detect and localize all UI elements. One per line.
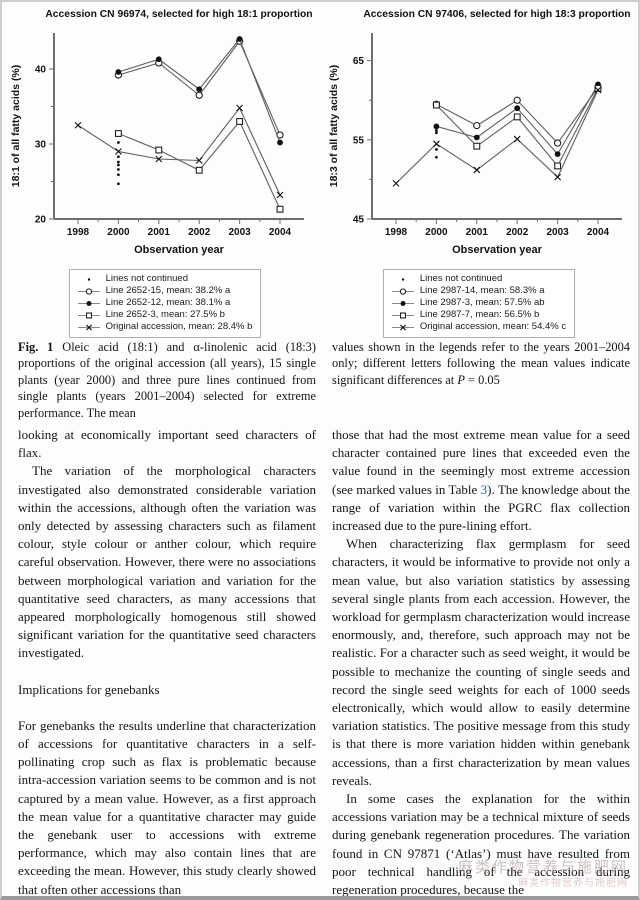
x-tick-label: 2001 — [148, 227, 171, 238]
figure-caption-left-column: Fig. 1 Oleic acid (18:1) and α-linolenic… — [18, 340, 316, 420]
y-axis-label: 18:1 of all fatty acids (%) — [10, 65, 22, 188]
legend-label: Line 2652-12, mean: 38.1% a — [105, 297, 231, 308]
chart-title: Accession CN 97406, selected for high 18… — [363, 9, 630, 20]
legend-label: Line 2987-3, mean: 57.5% ab — [419, 297, 545, 308]
legend-box-18-1: Lines not continued Line 2652-15, mean: 3… — [68, 269, 262, 338]
article-body: looking at economically important seed c… — [18, 426, 631, 898]
series-line-2652-3 — [114, 118, 284, 213]
x-axis-label: Observation year — [452, 244, 543, 256]
legend-label: Lines not continued — [419, 273, 503, 284]
series-line-2652-12 — [115, 36, 283, 146]
y-tick-label: 20 — [35, 215, 47, 226]
series-original-accession — [74, 104, 284, 199]
y-tick-label: 65 — [353, 56, 365, 67]
legend-item: Original accession, mean: 28.4% b — [76, 321, 253, 333]
legend-box-18-3: Lines not continued Line 2987-14, mean: 5… — [382, 269, 576, 338]
line-chart-18-1: Accession CN 96974, selected for high 18… — [10, 9, 312, 256]
legend-item: Line 2652-15, mean: 38.2% a — [76, 285, 253, 297]
scatter-lines-not-continued — [117, 141, 120, 186]
x-tick-label: 2000 — [425, 227, 448, 238]
body-paragraph: looking at economically important seed c… — [18, 427, 316, 461]
legend-item: Line 2652-12, mean: 38.1% a — [76, 297, 253, 309]
x-tick-label: 2001 — [466, 227, 489, 238]
legend-label: Line 2652-15, mean: 38.2% a — [105, 285, 231, 296]
x-tick-label: 2003 — [228, 227, 251, 238]
legend-item: Line 2987-7, mean: 56.5% b — [390, 309, 566, 321]
section-heading: Implications for genebanks — [18, 681, 160, 697]
figure-1-charts: Accession CN 96974, selected for high 18… — [8, 5, 636, 263]
circle-filled-marker-icon — [391, 300, 414, 306]
y-tick-label: 40 — [35, 65, 47, 76]
x-tick-label: 2002 — [506, 227, 529, 238]
body-paragraph: The variation of the morphological chara… — [18, 463, 316, 661]
axes: 20 30 40 1998 2000 2001 2002 2003 2004 — [35, 33, 304, 238]
text-column-right: those that had the most extreme mean val… — [332, 426, 631, 898]
x-tick-label: 2002 — [188, 227, 211, 238]
legend-item: Line 2987-14, mean: 58.3% a — [390, 285, 566, 297]
figure-caption: Fig. 1 Oleic acid (18:1) and α-linolenic… — [18, 339, 630, 421]
legend-item: Line 2987-3, mean: 57.5% ab — [390, 297, 566, 309]
circle-open-marker-icon — [77, 287, 100, 295]
y-tick-label: 55 — [353, 135, 365, 146]
x-tick-label: 2004 — [587, 227, 610, 238]
circle-open-marker-icon — [391, 287, 414, 295]
x-tick-label: 2000 — [107, 227, 130, 238]
chart-18-3-linolenic: Accession CN 97406, selected for high 18… — [326, 5, 636, 263]
chart-title: Accession CN 96974, selected for high 18… — [45, 9, 312, 20]
legend-label: Original accession, mean: 54.4% c — [419, 321, 567, 332]
square-open-marker-icon — [77, 311, 100, 319]
legend-label: Lines not continued — [105, 273, 188, 284]
body-paragraph: When characterizing flax germplasm for s… — [332, 536, 630, 788]
legend-item: Original accession, mean: 54.4% c — [390, 321, 566, 333]
figure-caption-right-column: values shown in the legends refer to the… — [332, 340, 630, 387]
body-paragraph: those that had the most extreme mean val… — [332, 427, 631, 534]
legend-label: Line 2987-7, mean: 56.5% b — [419, 309, 540, 320]
chart-18-1-oleic: Accession CN 96974, selected for high 18… — [8, 5, 318, 263]
body-paragraph: In some cases the explanation for the wi… — [332, 791, 630, 898]
x-tick-label: 1998 — [385, 227, 408, 238]
x-tick-label: 2004 — [269, 227, 292, 238]
x-tick-label: 2003 — [546, 227, 569, 238]
square-open-marker-icon — [391, 311, 414, 319]
line-chart-18-3: Accession CN 97406, selected for high 18… — [328, 9, 630, 256]
dot-marker-icon — [87, 277, 90, 281]
y-axis-label: 18:3 of all fatty acids (%) — [328, 65, 340, 188]
legend-label: Line 2987-14, mean: 58.3% a — [419, 285, 545, 296]
legend-item: Line 2652-3, mean: 27.5% b — [76, 309, 253, 321]
dot-marker-icon — [401, 277, 405, 281]
table-3-link[interactable]: 3 — [480, 481, 488, 497]
legend-item: Lines not continued — [390, 273, 566, 285]
legend-label: Original accession, mean: 28.4% b — [105, 321, 253, 332]
series-line-2987-7 — [432, 84, 602, 170]
legend-label: Line 2652-3, mean: 27.5% b — [105, 309, 225, 320]
chart-legends: Lines not continued Line 2652-15, mean: 3… — [8, 269, 636, 338]
axes: 45 55 65 1998 2000 2001 2002 2003 2004 — [353, 33, 622, 238]
x-marker-icon — [77, 324, 100, 330]
series-original-accession — [392, 86, 602, 187]
circle-filled-marker-icon — [77, 300, 100, 306]
x-tick-label: 1998 — [67, 227, 90, 238]
x-axis-label: Observation year — [134, 244, 225, 256]
x-marker-icon — [391, 324, 414, 330]
text-column-left: looking at economically important seed c… — [18, 426, 316, 897]
y-tick-label: 30 — [35, 140, 47, 151]
scatter-lines-not-continued — [435, 128, 438, 159]
legend-item: Lines not continued — [76, 273, 253, 285]
y-tick-label: 45 — [353, 215, 365, 226]
body-paragraph: For genebanks the results underline that… — [18, 717, 316, 897]
